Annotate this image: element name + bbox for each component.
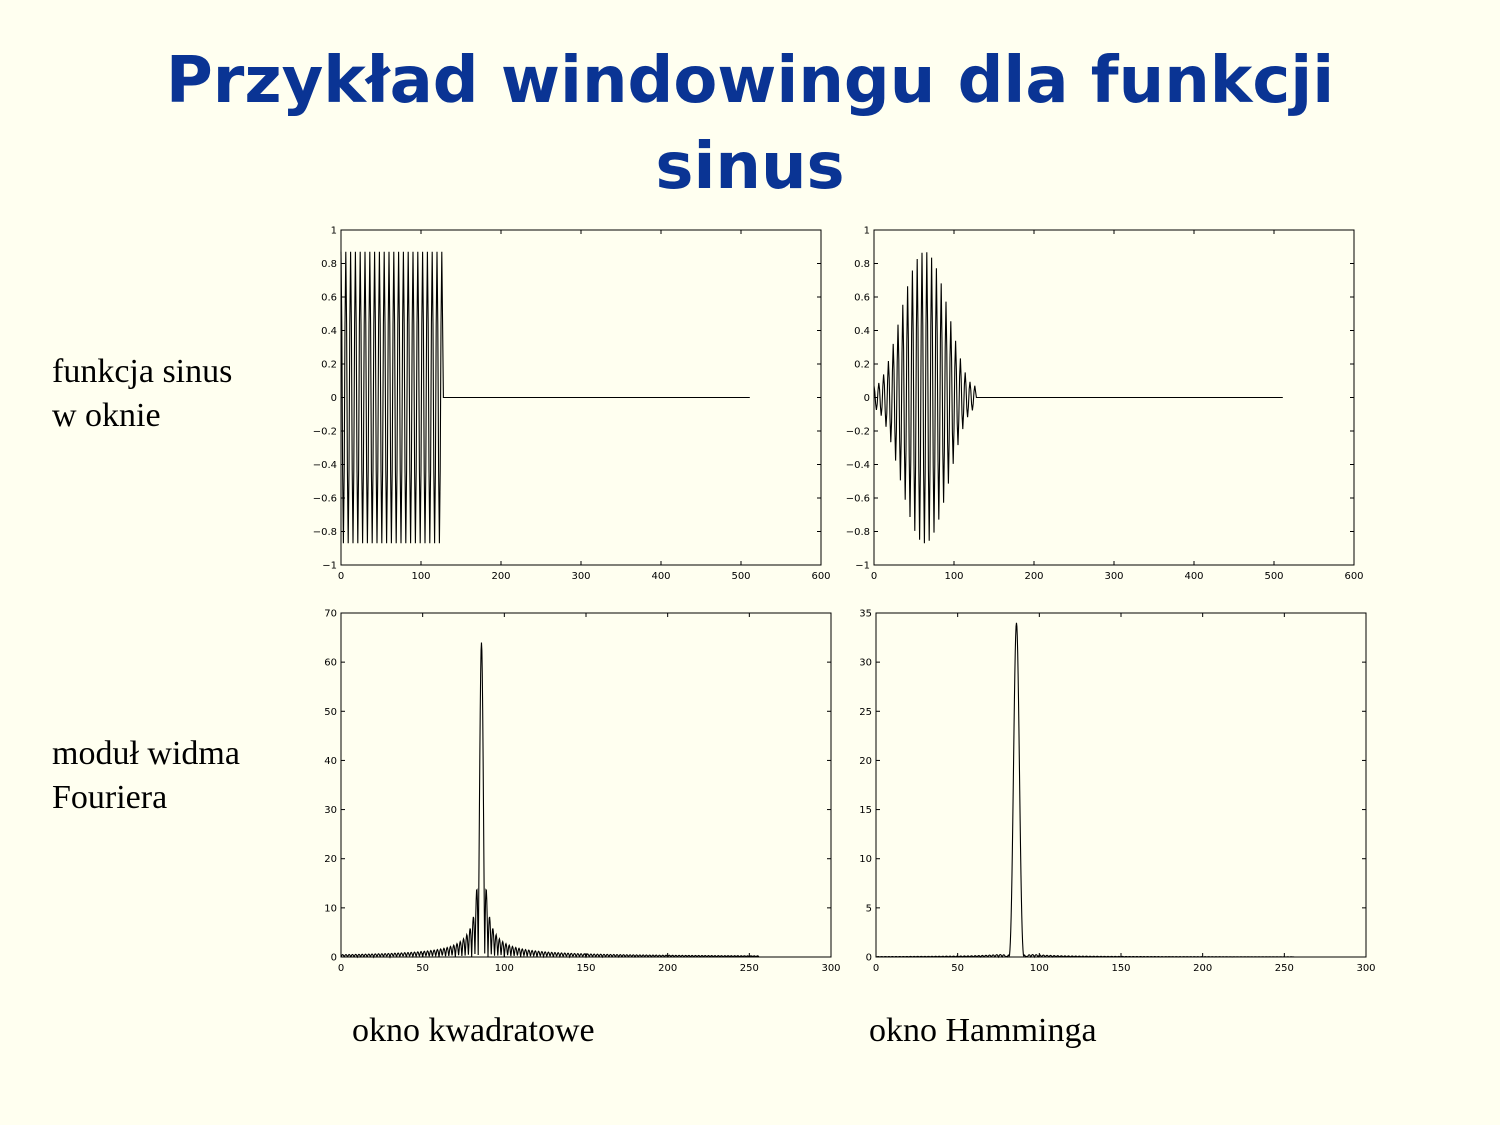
x-tick-label: 300 bbox=[571, 571, 590, 582]
x-tick-label: 200 bbox=[658, 963, 677, 974]
plot-frame bbox=[340, 612, 832, 958]
y-tick-label: 0.8 bbox=[321, 259, 337, 270]
chart-spectrum-hamming: 0 50 100 150 200 250 300 0 5 10 15 20 25 30 35 bbox=[859, 609, 1375, 975]
series-line-hamming-spectrum bbox=[875, 622, 1295, 959]
y-tick-label: −0.2 bbox=[313, 427, 337, 438]
slide-title: Przykład windowingu dla funkcji sinus bbox=[0, 38, 1500, 210]
x-tick-label: 400 bbox=[1184, 571, 1203, 582]
y-tick-label: −0.4 bbox=[846, 460, 870, 471]
x-tick-label: 200 bbox=[1024, 571, 1043, 582]
x-tick-label: 150 bbox=[576, 963, 595, 974]
x-tick-label: 600 bbox=[1344, 571, 1363, 582]
y-tick-label: 0.6 bbox=[321, 293, 337, 304]
row-label-windowed-sine: funkcja sinus w oknie bbox=[52, 350, 232, 438]
y-tick-label: 30 bbox=[324, 805, 337, 816]
y-tick-label: −1 bbox=[322, 561, 337, 572]
y-tick-label: 20 bbox=[859, 756, 872, 767]
x-tick-label: 300 bbox=[821, 963, 840, 974]
x-tick-label: 600 bbox=[811, 571, 830, 582]
y-tick-label: 1 bbox=[864, 226, 870, 237]
y-tick-label: −0.2 bbox=[846, 427, 870, 438]
row-label-windowed-sine-line-1: funkcja sinus bbox=[52, 353, 233, 390]
x-tick-label: 100 bbox=[944, 571, 963, 582]
chart-spectrum-rectangular: 0 50 100 150 200 250 300 0 10 20 30 40 50 60 70 bbox=[324, 609, 840, 975]
y-tick-label: 50 bbox=[324, 707, 337, 718]
column-label-hamming-window: okno Hamminga bbox=[869, 1012, 1097, 1049]
row-label-fourier-spectrum: moduł widma Fouriera bbox=[52, 732, 240, 820]
series-line-rectangular-sine bbox=[340, 251, 750, 544]
slide-title-line-1: Przykład windowingu dla funkcji bbox=[165, 44, 1335, 118]
x-tick-label: 50 bbox=[416, 963, 429, 974]
y-tick-label: 15 bbox=[859, 805, 872, 816]
y-tick-label: 1 bbox=[331, 226, 337, 237]
y-tick-label: −0.8 bbox=[313, 527, 337, 538]
column-label-rectangular-window: okno kwadratowe bbox=[352, 1012, 595, 1049]
x-tick-label: 100 bbox=[411, 571, 430, 582]
y-tick-label: 35 bbox=[859, 609, 872, 620]
row-label-windowed-sine-line-2: w oknie bbox=[52, 397, 161, 434]
y-tick-label: 30 bbox=[859, 658, 872, 669]
x-tick-label: 0 bbox=[873, 963, 879, 974]
y-tick-label: 70 bbox=[324, 609, 337, 620]
x-tick-label: 50 bbox=[951, 963, 964, 974]
y-tick-label: 20 bbox=[324, 854, 337, 865]
x-tick-label: 0 bbox=[871, 571, 877, 582]
x-tick-label: 0 bbox=[338, 571, 344, 582]
y-tick-label: 0 bbox=[866, 953, 872, 964]
x-tick-label: 150 bbox=[1111, 963, 1130, 974]
x-tick-label: 0 bbox=[338, 963, 344, 974]
y-tick-label: −0.6 bbox=[313, 494, 337, 505]
y-tick-label: 0 bbox=[331, 393, 337, 404]
y-tick-label: 0.2 bbox=[321, 360, 337, 371]
x-tick-label: 200 bbox=[491, 571, 510, 582]
y-tick-label: −1 bbox=[855, 561, 870, 572]
x-tick-label: 200 bbox=[1193, 963, 1212, 974]
row-label-fourier-spectrum-line-2: Fouriera bbox=[52, 779, 168, 816]
y-tick-label: 0 bbox=[864, 393, 870, 404]
x-tick-label: 100 bbox=[495, 963, 514, 974]
y-tick-label: 10 bbox=[859, 854, 872, 865]
slide-title-line-2: sinus bbox=[655, 130, 845, 204]
x-tick-label: 100 bbox=[1030, 963, 1049, 974]
y-tick-label: 5 bbox=[866, 903, 872, 914]
y-tick-label: 0.4 bbox=[321, 326, 337, 337]
x-tick-label: 500 bbox=[731, 571, 750, 582]
x-tick-label: 300 bbox=[1104, 571, 1123, 582]
x-tick-label: 400 bbox=[651, 571, 670, 582]
chart-windowed-sine-rectangular: 0 100 200 300 400 500 600 −1 −0.8 −0.6 −0.4 −0.2 0 0.… bbox=[313, 226, 831, 583]
y-tick-label: −0.8 bbox=[846, 527, 870, 538]
y-tick-label: 0.4 bbox=[854, 326, 870, 337]
x-tick-label: 250 bbox=[1275, 963, 1294, 974]
y-tick-label: 0.6 bbox=[854, 293, 870, 304]
y-tick-label: 25 bbox=[859, 707, 872, 718]
series-line-hamming-sine bbox=[873, 252, 1283, 544]
y-tick-label: 60 bbox=[324, 658, 337, 669]
x-tick-label: 300 bbox=[1356, 963, 1375, 974]
y-tick-label: 10 bbox=[324, 903, 337, 914]
row-label-fourier-spectrum-line-1: moduł widma bbox=[52, 735, 240, 772]
y-tick-label: 0.2 bbox=[854, 360, 870, 371]
chart-windowed-sine-hamming: 0 100 200 300 400 500 600 −1 −0.8 −0.6 −0.4 −0.2 0 0.… bbox=[846, 226, 1364, 583]
y-tick-label: 0.8 bbox=[854, 259, 870, 270]
x-tick-label: 500 bbox=[1264, 571, 1283, 582]
y-tick-label: 0 bbox=[331, 953, 337, 964]
plot-frame bbox=[875, 612, 1367, 958]
x-tick-label: 250 bbox=[740, 963, 759, 974]
y-tick-label: −0.4 bbox=[313, 460, 337, 471]
y-tick-label: 40 bbox=[324, 756, 337, 767]
series-line-rectangular-spectrum bbox=[340, 642, 760, 959]
y-tick-label: −0.6 bbox=[846, 494, 870, 505]
